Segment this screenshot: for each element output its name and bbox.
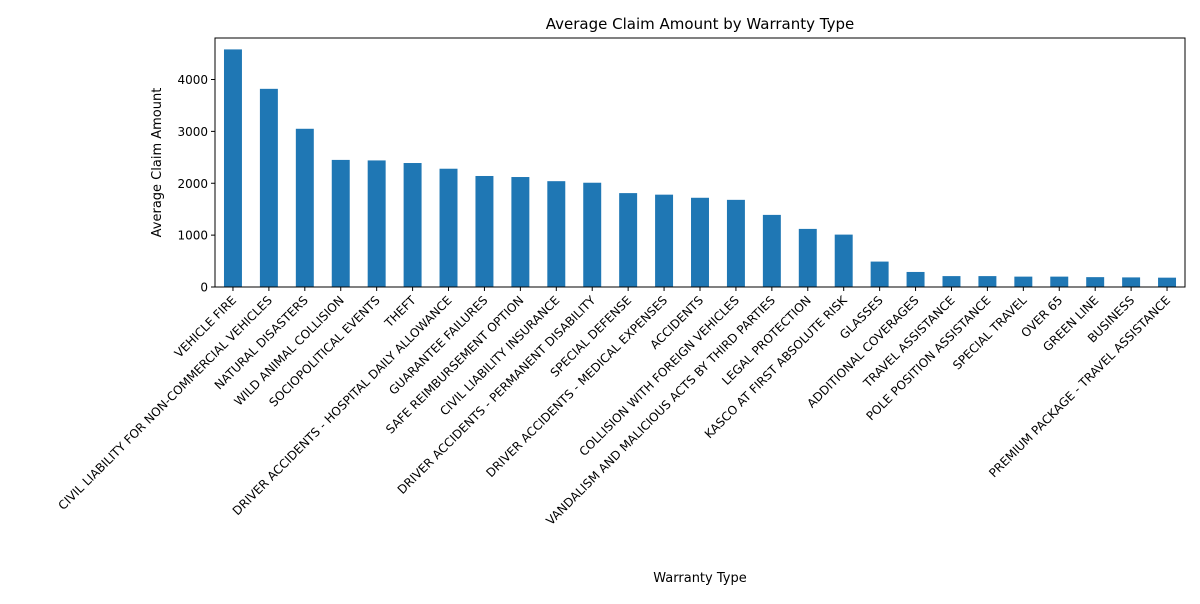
bar [691,197,709,287]
bar [762,214,781,287]
y-axis-label: Average Claim Amount [150,88,165,238]
bar [1158,277,1177,287]
bar [367,160,386,287]
bar [259,88,278,288]
bar [331,159,350,287]
chart-title: Average Claim Amount by Warranty Type [546,15,854,33]
bar [906,271,925,287]
bar [583,182,602,287]
y-tick-label: 0 [200,281,208,295]
bars-group [223,49,1177,288]
bar [223,49,242,287]
bar [403,163,422,287]
bar [798,228,817,287]
bar [547,181,566,287]
bar [834,234,853,287]
bar [1086,277,1105,287]
y-tick-label: 2000 [177,177,208,191]
bar [726,199,745,287]
bar [475,175,494,287]
bar [619,193,638,287]
bar [439,168,458,287]
bar [942,276,961,287]
y-axis: 0 1000 2000 3000 4000 [177,73,215,295]
plot-frame [214,37,1186,288]
y-tick-label: 3000 [177,125,208,139]
bar [295,128,314,287]
bar [1122,277,1141,287]
y-tick-label: 1000 [177,229,208,243]
bar [870,261,889,287]
bar [655,194,674,287]
x-tick-label: VEHICLE FIRE [172,293,239,360]
bar [978,276,997,287]
bar [1014,276,1033,287]
y-tick-label: 4000 [177,73,208,87]
x-axis-label: Warranty Type [653,571,746,586]
bar [511,177,530,287]
bar [1050,276,1069,287]
